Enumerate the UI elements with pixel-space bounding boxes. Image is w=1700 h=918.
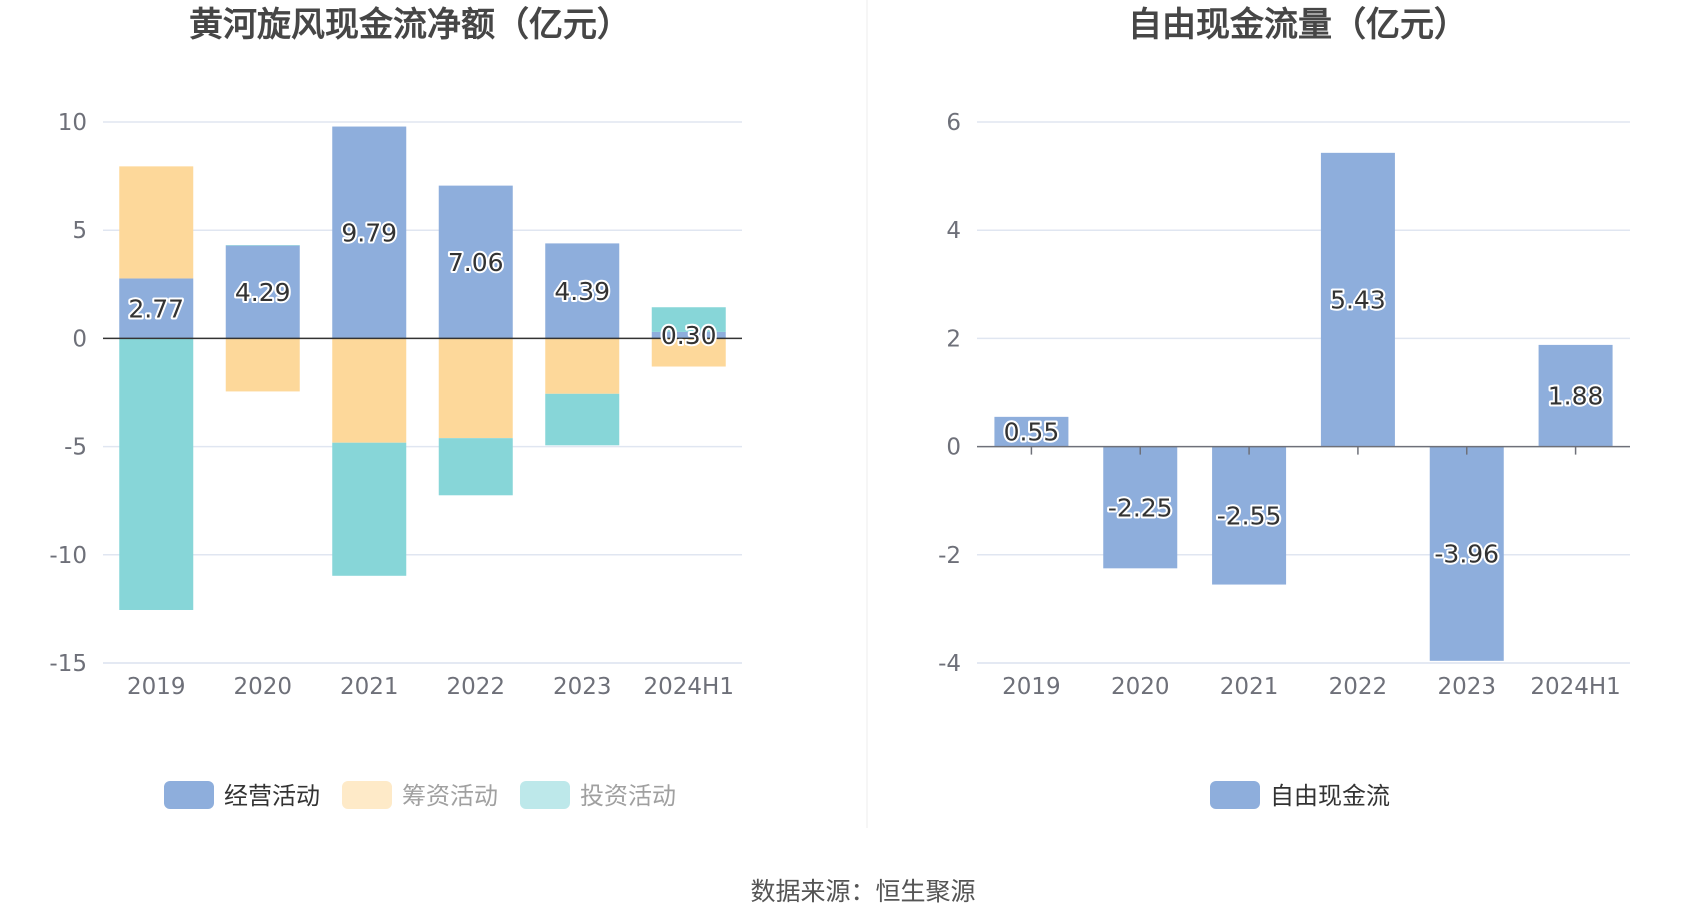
y-tick-label: -10 [49,543,87,569]
x-category-label: 2023 [553,674,612,700]
data-label: -3.96 [1434,540,1499,569]
legend-item-financing[interactable]: 筹资活动 [342,781,498,810]
left-chart-cash-flow-net: 10 5 0 -5 -10 -15 2019 2020 2021 2022 2023 2024H1 2.… [49,110,742,700]
y-tick-label: -15 [49,651,87,677]
bar-free_cash_flow-2023[interactable] [1429,446,1504,661]
data-label: 4.39 [554,277,610,306]
data-label: 7.06 [448,248,504,277]
y-tick-label: 10 [58,110,87,136]
legend-label: 筹资活动 [402,782,498,810]
x-category-label: 2024H1 [644,674,734,700]
legend-item-operating[interactable]: 经营活动 [164,781,320,810]
y-tick-label: -5 [64,435,87,461]
bar-operating-2021[interactable] [332,126,407,339]
legend-item-investing[interactable]: 投资活动 [520,781,676,810]
data-label: 0.55 [1004,418,1060,447]
y-tick-label: 6 [946,110,961,136]
data-label: 1.88 [1548,382,1604,411]
bar-free_cash_flow-2021[interactable] [1212,446,1287,585]
legend-swatch [342,781,392,809]
data-label: 0.30 [661,321,717,350]
bar-operating-2019[interactable] [119,278,194,339]
x-category-label: 2022 [1329,674,1388,700]
y-tick-label: 4 [946,218,961,244]
x-category-label: 2019 [1002,674,1061,700]
bar-operating-2024H1[interactable] [651,331,726,339]
bar-financing-2023[interactable] [545,338,620,394]
data-label: 4.29 [235,278,291,307]
x-category-label: 2022 [446,674,505,700]
y-tick-label: 5 [72,218,87,244]
data-label: -2.25 [1108,493,1173,522]
bar-financing-2019[interactable] [119,166,194,279]
x-category-label: 2024H1 [1530,674,1620,700]
bar-free_cash_flow-2024H1[interactable] [1538,344,1613,447]
data-label: 5.43 [1330,286,1386,315]
data-label: -2.55 [1217,502,1282,531]
x-category-label: 2021 [1220,674,1279,700]
legend-swatch [1210,781,1260,809]
data-label: 9.79 [341,218,397,247]
left-chart-legend[interactable]: 经营活动 筹资活动 投资活动 [164,781,676,810]
bar-operating-2020[interactable] [225,245,300,339]
legend-label: 经营活动 [224,782,320,810]
data-source-note: 数据来源：恒生聚源 [750,877,975,906]
y-tick-label: -4 [938,651,961,677]
left-chart-title: 黄河旋风现金流净额（亿元） [189,5,631,45]
legend-label: 投资活动 [580,782,676,810]
bar-investing-2019[interactable] [119,338,194,610]
y-tick-label: 0 [72,326,87,352]
right-chart-title: 自由现金流量（亿元） [1128,5,1468,45]
legend-label: 自由现金流 [1270,782,1390,810]
bar-free_cash_flow-2019[interactable] [994,416,1069,447]
right-chart-legend[interactable]: 自由现金流 [1210,781,1390,810]
bar-operating-2022[interactable] [438,185,513,339]
x-category-label: 2021 [340,674,399,700]
legend-item-free_cash_flow[interactable]: 自由现金流 [1210,781,1390,810]
bar-financing-2022[interactable] [438,338,513,439]
bar-investing-2024H1[interactable] [651,307,726,332]
bar-free_cash_flow-2022[interactable] [1320,152,1395,447]
y-tick-label: 0 [946,435,961,461]
x-category-label: 2020 [1111,674,1170,700]
bar-free_cash_flow-2020[interactable] [1103,446,1178,569]
bar-financing-2020[interactable] [225,338,300,392]
bar-financing-2024H1[interactable] [651,338,726,367]
y-tick-label: -2 [938,543,961,569]
x-category-label: 2023 [1437,674,1496,700]
bar-investing-2022[interactable] [438,438,513,496]
y-tick-label: 2 [946,326,961,352]
data-label: 2.77 [128,294,184,323]
bar-investing-2021[interactable] [332,442,407,576]
legend-swatch [520,781,570,809]
right-chart-free-cash-flow: 6 4 2 0 -2 -4 2019 2020 2021 2022 2023 2024H1 0.55 -2… [938,110,1630,700]
x-category-label: 2020 [233,674,292,700]
bar-investing-2020[interactable] [225,245,300,246]
bar-investing-2023[interactable] [545,393,620,446]
bar-financing-2021[interactable] [332,338,407,443]
x-category-label: 2019 [127,674,186,700]
legend-swatch [164,781,214,809]
bar-operating-2023[interactable] [545,243,620,339]
